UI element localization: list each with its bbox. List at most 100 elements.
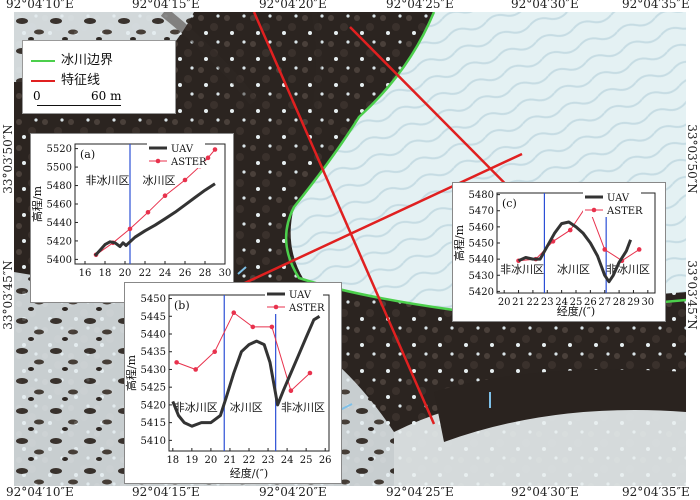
x-tick-label: 18 — [99, 268, 112, 279]
aster-point — [212, 349, 218, 355]
y-tick-label: 5440 — [47, 218, 72, 229]
y-tick-label: 5450 — [469, 239, 494, 250]
panel-label: (a) — [80, 148, 95, 161]
y-tick-label: 5480 — [469, 190, 494, 201]
x-tick-label: 27 — [598, 297, 611, 308]
x-tick-label: 24 — [281, 455, 294, 466]
aster-point — [193, 367, 198, 372]
scale-bar: 0 60 m — [33, 89, 153, 107]
y-tick-label: 5410 — [141, 436, 166, 447]
x-tick-label: 20 — [498, 297, 511, 308]
legend-marker-aster — [591, 207, 597, 213]
x-tick-label: 26 — [319, 455, 332, 466]
y-tick-label: 5520 — [47, 144, 72, 155]
y-tick-label: 5460 — [469, 222, 494, 233]
coord-label: 33°03′50″N — [1, 124, 15, 194]
uav-line — [93, 182, 216, 257]
chart-b-svg: 18 19 20 21 22 23 24 25 26 5410 5415 5420 5425 5430 54… — [124, 286, 332, 480]
coord-label: 92°04′35″E — [622, 485, 690, 499]
y-tick-label: 5500 — [47, 163, 72, 174]
x-tick-label: 25 — [570, 297, 583, 308]
coord-label: 92°04′10″E — [6, 485, 74, 499]
aster-point — [162, 193, 168, 198]
aster-point — [269, 324, 275, 330]
x-tick-label: 26 — [179, 268, 192, 279]
x-tick-label: 25 — [300, 455, 313, 466]
y-tick-label: 5470 — [469, 206, 494, 217]
x-tick-label: 23 — [262, 455, 275, 466]
y-tick-label: 5420 — [47, 236, 72, 247]
inset-chart-a: 16 18 20 22 24 26 28 30 5400 5420 5440 5460 5480 5500… — [30, 133, 234, 303]
legend-label-aster: ASTER — [288, 303, 325, 314]
x-tick-label: 22 — [527, 297, 540, 308]
region-label: 冰川区 — [230, 401, 263, 414]
scale-label: 60 m — [91, 89, 122, 103]
coord-label: 92°04′25″E — [386, 0, 454, 11]
legend-label-uav: UAV — [171, 144, 194, 155]
coord-label: 92°04′35″E — [622, 0, 690, 11]
aster-point — [636, 247, 642, 252]
chart-c-svg: 20 21 22 23 24 25 26 27 28 29 30 5420 5430 5440 5450 54… — [452, 189, 656, 318]
legend-item: 冰川边界 — [31, 49, 113, 68]
x-tick-label: 26 — [584, 297, 597, 308]
x-tick-label: 18 — [166, 455, 179, 466]
plot-area — [168, 294, 330, 452]
aster-point — [182, 177, 188, 183]
y-tick-label: 5440 — [141, 330, 166, 341]
y-tick-label: 5430 — [141, 365, 166, 376]
coord-label: 92°04′25″E — [386, 485, 454, 499]
y-axis-label: 高程/m — [453, 224, 466, 261]
legend-marker-aster — [273, 304, 279, 310]
legend-item: 特征线 — [31, 69, 100, 88]
coord-label: 33°03′50″N — [685, 124, 699, 194]
y-tick-label: 5400 — [47, 255, 72, 266]
inset-chart-b: 18 19 20 21 22 23 24 25 26 5410 5415 5420 5425 5430 54… — [124, 282, 342, 484]
aster-point — [288, 388, 294, 394]
x-tick-label: 21 — [512, 297, 525, 308]
arrow-a — [237, 266, 247, 275]
aster-point — [212, 147, 218, 152]
x-tick-label: 30 — [219, 268, 232, 279]
y-tick-label: 5430 — [469, 271, 494, 282]
legend-label-uav: UAV — [289, 290, 312, 301]
legend-label-uav: UAV — [607, 193, 630, 204]
y-tick-label: 5435 — [141, 347, 166, 358]
coord-label: 92°04′20″E — [259, 485, 327, 499]
uav-line — [517, 220, 633, 284]
scale-zero: 0 — [33, 89, 41, 103]
chart-a-svg: 16 18 20 22 24 26 28 30 5400 5420 5440 5460 5480 5500… — [30, 140, 232, 299]
y-tick-label: 5460 — [47, 200, 72, 211]
y-tick-label: 5450 — [141, 294, 166, 305]
region-label: 冰川区 — [143, 174, 176, 187]
feature-line-1 — [252, 12, 436, 425]
region-label: 冰川区 — [557, 263, 590, 276]
x-tick-label: 20 — [205, 455, 218, 466]
x-tick-label: 19 — [185, 455, 198, 466]
legend-swatch — [31, 59, 55, 62]
y-tick-label: 5415 — [141, 418, 166, 429]
x-tick-label: 30 — [641, 297, 654, 308]
y-tick-label: 5445 — [141, 312, 166, 323]
coord-label: 92°04′15″E — [132, 485, 200, 499]
y-axis-label: 高程/m — [31, 185, 44, 222]
y-tick-label: 5480 — [47, 181, 72, 192]
legend-label-aster: ASTER — [606, 206, 643, 217]
coord-label: 33°03′45″N — [1, 260, 15, 330]
y-tick-label: 5425 — [141, 383, 166, 394]
x-tick-label: 20 — [119, 268, 132, 279]
coord-label: 92°04′15″E — [132, 0, 200, 11]
region-label: 非冰川区 — [500, 263, 544, 276]
coord-label: 92°04′20″E — [259, 0, 327, 11]
x-tick-label: 21 — [224, 455, 237, 466]
aster-point — [307, 370, 313, 376]
x-tick-label: 29 — [627, 297, 640, 308]
aster-point — [250, 324, 256, 330]
x-axis-label: 经度/(″) — [230, 466, 268, 480]
coord-label: 33°03′45″N — [685, 260, 699, 330]
x-tick-label: 23 — [541, 297, 554, 308]
aster-point — [145, 210, 151, 215]
aster-point — [567, 227, 573, 233]
legend-label: 特征线 — [61, 73, 101, 88]
x-tick-label: 22 — [243, 455, 256, 466]
